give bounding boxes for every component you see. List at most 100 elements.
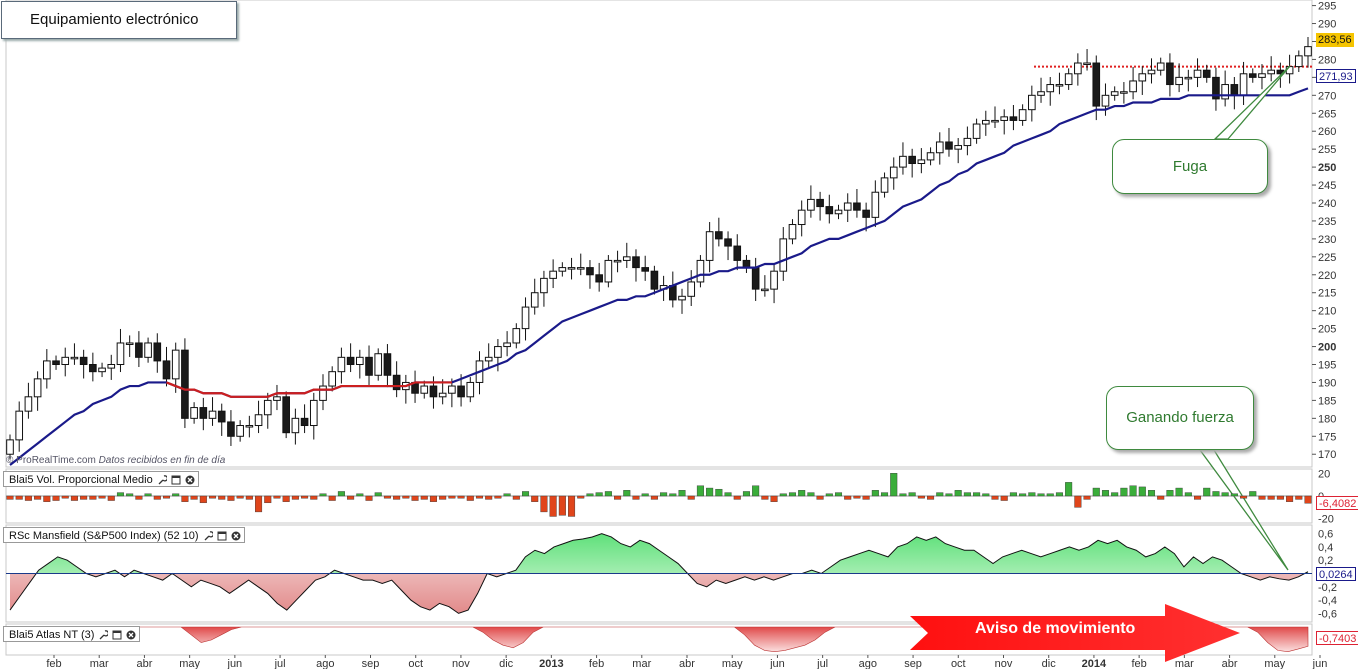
volume-bar <box>798 490 806 497</box>
volume-bar <box>752 485 760 497</box>
volume-bar <box>687 495 695 500</box>
candle-body <box>236 425 244 437</box>
volume-bar <box>1111 492 1119 497</box>
candle-body <box>116 342 125 366</box>
window-icon[interactable] <box>217 531 227 541</box>
candle-body <box>1000 116 1009 121</box>
panel-frame <box>5 0 1313 468</box>
candle-body <box>135 342 143 358</box>
candle-body <box>1156 62 1165 71</box>
volume-bar <box>991 495 999 500</box>
candle-body <box>954 145 962 150</box>
y-tick-label: 170 <box>1318 449 1336 461</box>
volume-bar <box>402 495 410 499</box>
x-tick-label: jul <box>274 658 286 669</box>
volume-bar <box>899 493 907 497</box>
candle-body <box>678 295 686 301</box>
candle-body <box>751 267 760 290</box>
y-tick-label: 245 <box>1318 180 1336 192</box>
volume-bar <box>89 495 97 500</box>
candle-body <box>650 270 659 290</box>
candle-body <box>61 356 70 366</box>
candle-body <box>1267 69 1275 75</box>
candle-body <box>346 356 355 366</box>
candle-body <box>1037 91 1045 96</box>
candle-body <box>208 410 217 419</box>
volume-bar <box>291 495 299 500</box>
candle-body <box>1212 76 1220 100</box>
volume-bar <box>816 495 824 500</box>
candle-body <box>1138 73 1147 82</box>
candle-body <box>162 360 171 380</box>
movement-warning-label: Aviso de movimiento <box>975 620 1136 637</box>
y-tick-label: 230 <box>1318 234 1336 246</box>
candle-body <box>917 159 926 165</box>
candle-body <box>199 407 208 419</box>
candle-body <box>1248 73 1257 78</box>
volume-bar <box>429 495 437 502</box>
volume-bar <box>70 495 78 501</box>
volume-bar <box>6 495 14 500</box>
wrench-icon[interactable] <box>203 531 213 541</box>
mansfield-panel-title: RSc Mansfield (S&P500 Index) (52 10) <box>9 530 199 542</box>
last-price-tag: 283,56 <box>1316 33 1354 47</box>
volume-bar <box>420 495 428 500</box>
x-tick-label: mar <box>632 658 651 669</box>
volume-bar <box>733 495 741 500</box>
candle-body <box>33 378 42 398</box>
volume-bar <box>834 492 843 497</box>
volume-bar <box>61 495 69 499</box>
volume-bar <box>522 491 530 497</box>
volume-bar <box>862 495 870 500</box>
candle-body <box>1147 69 1156 75</box>
wrench-icon[interactable] <box>98 630 109 640</box>
volume-bar <box>1138 486 1146 497</box>
volume-bar <box>172 493 180 497</box>
volume-bar <box>1083 495 1091 500</box>
volume-bar <box>153 495 161 500</box>
volume-bar <box>347 495 355 500</box>
volume-bar <box>282 495 290 502</box>
candle-body <box>1083 62 1091 66</box>
y-tick-label: 265 <box>1318 108 1336 120</box>
candle-body <box>724 238 732 247</box>
volume-bar <box>503 493 511 497</box>
wrench-icon[interactable] <box>157 475 167 485</box>
close-icon[interactable] <box>231 531 241 541</box>
volume-bar <box>485 495 493 500</box>
candle-body <box>972 123 981 139</box>
volume-bar <box>779 493 787 497</box>
volume-bar <box>264 495 272 504</box>
volume-bar <box>742 491 750 497</box>
volume-bar <box>936 492 944 497</box>
volume-bar <box>1286 495 1294 502</box>
candle-body <box>797 209 806 226</box>
volume-bar <box>190 495 198 500</box>
volume-bar <box>724 492 732 497</box>
candle-body <box>181 349 189 419</box>
volume-bar <box>577 495 585 499</box>
volume-bar <box>236 495 244 499</box>
candle-body <box>945 141 953 150</box>
close-icon[interactable] <box>185 475 195 485</box>
volume-bar <box>696 485 704 497</box>
candle-body <box>1129 80 1137 93</box>
y-tick-label: 225 <box>1318 252 1336 264</box>
volume-bar <box>770 495 778 502</box>
candle-body <box>1046 84 1055 93</box>
candle-body <box>365 356 373 376</box>
volume-bar <box>604 491 612 497</box>
candle-body <box>300 417 309 427</box>
y-tick-label: 185 <box>1318 395 1336 407</box>
candle-body <box>98 367 106 373</box>
close-icon[interactable] <box>126 630 136 640</box>
window-icon[interactable] <box>171 475 181 485</box>
window-icon[interactable] <box>112 630 122 640</box>
volume-bar <box>650 495 658 500</box>
mansfield-line <box>9 533 1309 614</box>
volume-bar <box>706 487 714 497</box>
candle-body <box>6 439 14 455</box>
volume-bar <box>181 495 189 502</box>
volume-bar <box>310 495 318 500</box>
volume-bar <box>439 495 447 500</box>
